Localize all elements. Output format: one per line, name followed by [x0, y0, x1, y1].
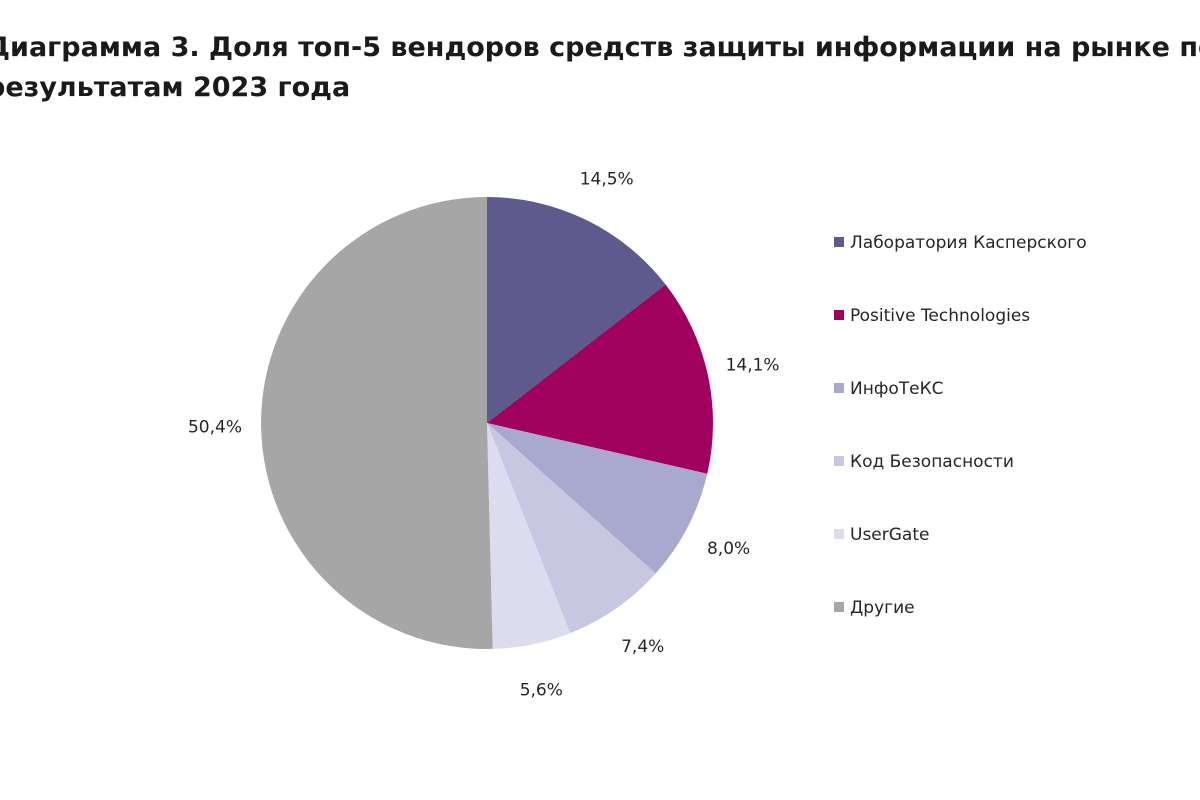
slice-data-label-2: 14,1% — [726, 356, 780, 376]
legend-label-2: Positive Technologies — [850, 306, 1030, 326]
chart-title-line-1: Диаграмма 3. Доля топ-5 вендоров средств… — [0, 32, 1200, 63]
legend-label-1: Лаборатория Касперского — [850, 233, 1087, 253]
pie-slice-3 — [487, 423, 708, 574]
legend-label-3: ИнфоТеКС — [850, 379, 944, 399]
slice-data-label-6: 50,4% — [188, 417, 242, 437]
slice-data-label-5: 5,6% — [520, 681, 563, 701]
legend-swatch-4 — [834, 456, 844, 466]
pie-slice-labels: 14,5% 14,1% 8,0% 7,4% 5,6% 50,4% — [188, 170, 780, 701]
legend-label-4: Код Безопасности — [850, 452, 1014, 472]
legend: Лаборатория Касперского Positive Technolo… — [834, 233, 1087, 618]
slice-data-label-4: 7,4% — [621, 637, 664, 657]
chart-title-line-2: результатам 2023 года — [0, 72, 351, 103]
chart-title: Диаграмма 3. Доля топ-5 вендоров средств… — [0, 28, 1200, 108]
pie-slices — [261, 197, 714, 650]
legend-label-6: Другие — [850, 598, 915, 618]
pie-slice-2 — [487, 284, 714, 474]
pie-slice-1 — [487, 197, 666, 423]
slice-data-label-3: 8,0% — [707, 539, 750, 559]
slice-data-label-1: 14,5% — [580, 170, 634, 190]
pie-slice-6 — [261, 197, 493, 650]
pie-slice-5 — [487, 423, 571, 649]
legend-swatch-5 — [834, 529, 844, 539]
legend-swatch-3 — [834, 383, 844, 393]
legend-label-5: UserGate — [850, 525, 929, 545]
pie-slice-4 — [487, 423, 656, 634]
legend-swatch-1 — [834, 237, 844, 247]
legend-swatch-2 — [834, 310, 844, 320]
legend-swatch-6 — [834, 602, 844, 612]
